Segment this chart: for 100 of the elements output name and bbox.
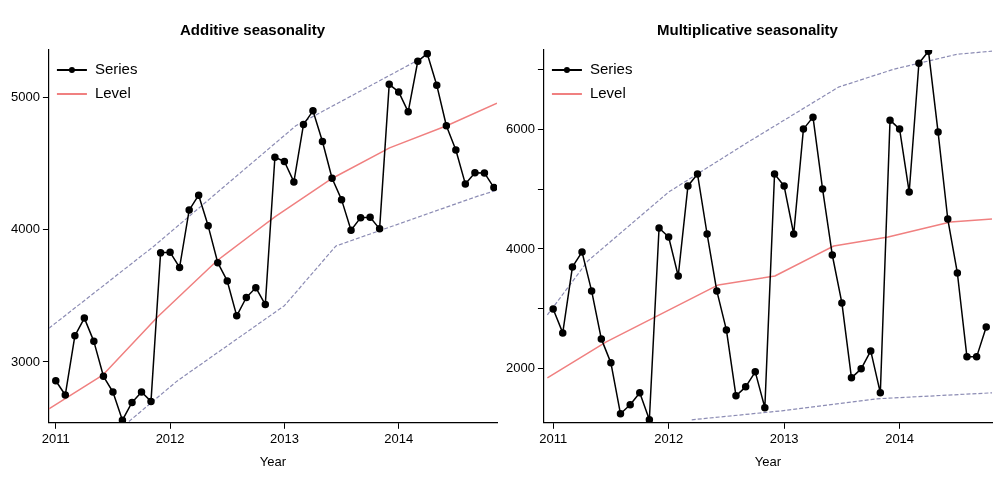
line-series bbox=[546, 50, 992, 316]
point bbox=[271, 153, 279, 161]
y-tick-label: 4000 bbox=[11, 221, 40, 237]
point bbox=[99, 372, 108, 381]
point bbox=[490, 183, 497, 192]
point bbox=[982, 323, 990, 331]
y-tick-label: 3000 bbox=[11, 353, 40, 369]
x-tick-label: 2014 bbox=[384, 431, 414, 447]
x-axis-title: Year bbox=[754, 453, 782, 469]
legend-label: Level bbox=[589, 84, 626, 102]
point bbox=[90, 337, 98, 346]
point bbox=[166, 248, 174, 257]
point bbox=[616, 410, 625, 418]
y-tick-label: 6000 bbox=[506, 120, 535, 136]
point bbox=[347, 226, 355, 235]
point bbox=[80, 314, 89, 322]
x-tick-label: 2013 bbox=[769, 431, 799, 447]
point bbox=[905, 188, 913, 196]
point bbox=[156, 249, 165, 257]
point bbox=[109, 388, 117, 396]
point bbox=[857, 365, 865, 373]
point bbox=[963, 353, 971, 361]
point bbox=[433, 81, 441, 89]
point bbox=[895, 125, 904, 133]
point bbox=[318, 137, 327, 146]
point bbox=[664, 233, 673, 241]
point bbox=[61, 391, 70, 399]
point bbox=[223, 277, 231, 285]
point bbox=[799, 125, 808, 133]
point bbox=[232, 312, 241, 320]
point bbox=[280, 157, 289, 166]
x-tick-label: 2011 bbox=[539, 431, 568, 447]
point bbox=[204, 222, 212, 230]
point bbox=[118, 416, 127, 423]
chart-title: Additive seasonality bbox=[179, 21, 326, 39]
point bbox=[328, 174, 336, 182]
point bbox=[789, 230, 798, 238]
point bbox=[713, 287, 721, 295]
point bbox=[185, 206, 193, 214]
x-axis-title: Year bbox=[259, 453, 287, 469]
point bbox=[423, 50, 432, 58]
point bbox=[732, 392, 740, 400]
point bbox=[147, 397, 155, 406]
point bbox=[175, 263, 184, 272]
point bbox=[404, 108, 412, 116]
point bbox=[578, 248, 586, 256]
point bbox=[452, 146, 460, 154]
chart-title: Multiplicative seasonality bbox=[657, 21, 839, 39]
point bbox=[597, 335, 606, 343]
legend-label: Level bbox=[94, 84, 131, 102]
point bbox=[780, 182, 788, 190]
point bbox=[828, 251, 837, 259]
point bbox=[549, 305, 557, 313]
point bbox=[818, 185, 827, 193]
point bbox=[626, 401, 634, 409]
point bbox=[636, 389, 644, 397]
point bbox=[587, 287, 596, 295]
x-tick-label: 2013 bbox=[269, 431, 299, 447]
point bbox=[770, 170, 779, 178]
point bbox=[655, 224, 663, 232]
point bbox=[137, 388, 146, 396]
point bbox=[366, 213, 374, 221]
point bbox=[375, 225, 384, 233]
point bbox=[944, 215, 952, 223]
point bbox=[471, 168, 479, 177]
x-tick-label: 2012 bbox=[155, 431, 185, 447]
point bbox=[809, 113, 817, 121]
point bbox=[261, 300, 270, 309]
point bbox=[684, 182, 692, 190]
point bbox=[886, 116, 894, 124]
y-tick-label: 5000 bbox=[11, 89, 40, 105]
point bbox=[761, 404, 769, 412]
x-tick-label: 2014 bbox=[885, 431, 915, 447]
point bbox=[741, 383, 750, 391]
point bbox=[242, 293, 251, 302]
legend-label: Series bbox=[589, 60, 633, 78]
point bbox=[722, 326, 731, 334]
point bbox=[337, 195, 346, 204]
point bbox=[480, 169, 489, 177]
point bbox=[309, 107, 317, 115]
point bbox=[703, 230, 711, 238]
point bbox=[568, 263, 577, 271]
y-tick-label: 2000 bbox=[506, 360, 535, 376]
point bbox=[607, 359, 615, 367]
point bbox=[953, 269, 962, 277]
point bbox=[71, 332, 79, 340]
point bbox=[674, 272, 682, 280]
point bbox=[128, 398, 136, 407]
point bbox=[299, 120, 308, 129]
point bbox=[461, 180, 470, 188]
point bbox=[252, 283, 260, 292]
point bbox=[876, 389, 885, 397]
point bbox=[290, 178, 298, 186]
point bbox=[838, 299, 846, 307]
point bbox=[194, 191, 203, 199]
point bbox=[558, 329, 567, 337]
point bbox=[52, 377, 60, 385]
point bbox=[751, 368, 760, 376]
point bbox=[866, 347, 875, 355]
legend-label: Series bbox=[94, 60, 138, 78]
